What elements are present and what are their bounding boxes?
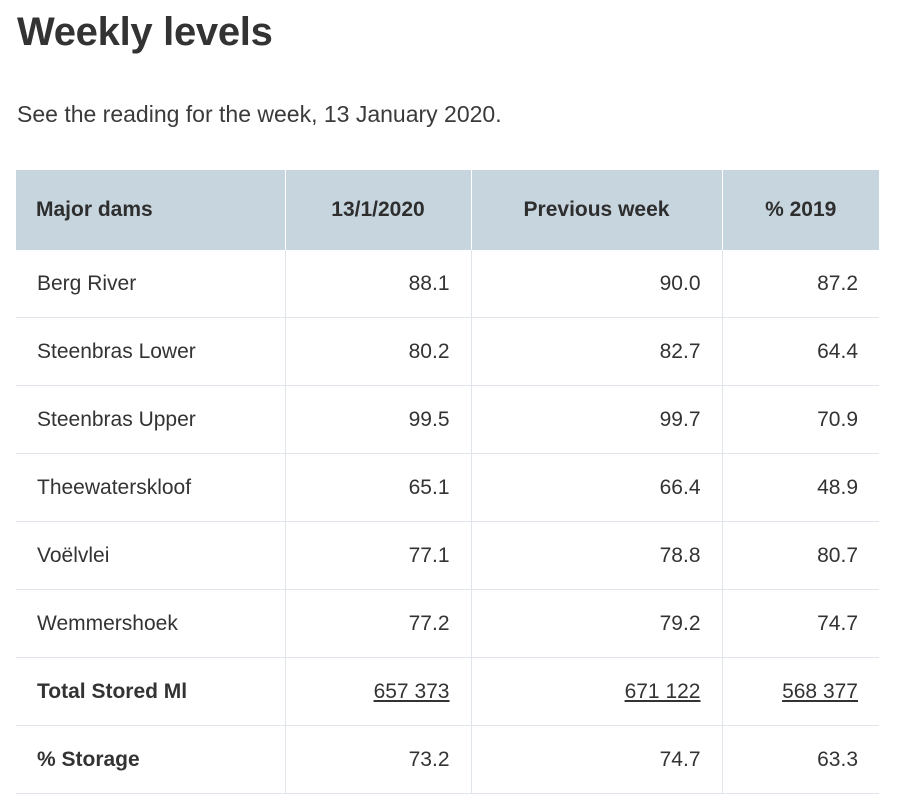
dam-name: Theewaterskloof bbox=[16, 453, 286, 522]
previous-level: 79.2 bbox=[471, 589, 723, 658]
current-level: 99.5 bbox=[285, 385, 472, 454]
intro-text: See the reading for the week, 13 January… bbox=[17, 101, 502, 127]
page-title: Weekly levels bbox=[17, 10, 273, 54]
total-current-link[interactable]: 657 373 bbox=[373, 679, 450, 703]
level-2019: 64.4 bbox=[722, 317, 879, 386]
total-previous-link[interactable]: 671 122 bbox=[624, 679, 701, 703]
header-major-dams: Major dams bbox=[16, 170, 286, 250]
total-stored-label: Total Stored Ml bbox=[16, 657, 286, 726]
level-2019: 87.2 bbox=[722, 250, 879, 318]
table-row: Berg River 88.1 90.0 87.2 bbox=[16, 250, 879, 318]
current-level: 77.1 bbox=[285, 521, 472, 590]
table-row: Voëlvlei 77.1 78.8 80.7 bbox=[16, 521, 879, 590]
previous-level: 66.4 bbox=[471, 453, 723, 522]
level-2019: 80.7 bbox=[722, 521, 879, 590]
header-current-week: 13/1/2020 bbox=[285, 170, 472, 250]
level-2019: 70.9 bbox=[722, 385, 879, 454]
storage-current: 73.2 bbox=[285, 725, 472, 794]
dam-name: Voëlvlei bbox=[16, 521, 286, 590]
dam-name: Wemmershoek bbox=[16, 589, 286, 658]
table-row: Steenbras Upper 99.5 99.7 70.9 bbox=[16, 385, 879, 454]
dam-name: Steenbras Upper bbox=[16, 385, 286, 454]
current-level: 80.2 bbox=[285, 317, 472, 386]
storage-2019: 63.3 bbox=[722, 725, 879, 794]
table-row: Theewaterskloof 65.1 66.4 48.9 bbox=[16, 453, 879, 522]
dam-levels-table: Major dams 13/1/2020 Previous week % 201… bbox=[16, 170, 879, 794]
total-stored-row: Total Stored Ml 657 373 671 122 568 377 bbox=[16, 657, 879, 726]
level-2019: 48.9 bbox=[722, 453, 879, 522]
dam-name: Berg River bbox=[16, 250, 286, 318]
previous-level: 99.7 bbox=[471, 385, 723, 454]
table-header-row: Major dams 13/1/2020 Previous week % 201… bbox=[16, 170, 879, 250]
header-percent-2019: % 2019 bbox=[722, 170, 879, 250]
current-level: 77.2 bbox=[285, 589, 472, 658]
storage-previous: 74.7 bbox=[471, 725, 723, 794]
previous-level: 82.7 bbox=[471, 317, 723, 386]
previous-level: 78.8 bbox=[471, 521, 723, 590]
previous-level: 90.0 bbox=[471, 250, 723, 318]
level-2019: 74.7 bbox=[722, 589, 879, 658]
table-row: Wemmershoek 77.2 79.2 74.7 bbox=[16, 589, 879, 658]
header-previous-week: Previous week bbox=[471, 170, 723, 250]
current-level: 88.1 bbox=[285, 250, 472, 318]
storage-percent-row: % Storage 73.2 74.7 63.3 bbox=[16, 725, 879, 794]
total-2019-link[interactable]: 568 377 bbox=[782, 679, 858, 703]
current-level: 65.1 bbox=[285, 453, 472, 522]
dam-name: Steenbras Lower bbox=[16, 317, 286, 386]
storage-label: % Storage bbox=[16, 725, 286, 794]
table-row: Steenbras Lower 80.2 82.7 64.4 bbox=[16, 317, 879, 386]
